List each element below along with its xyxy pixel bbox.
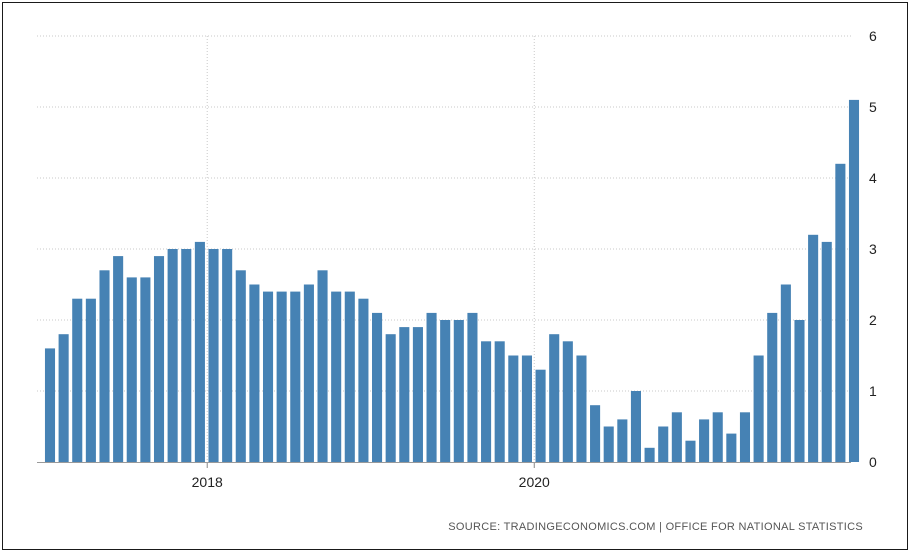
y-axis-labels: 0 1 2 3 4 5 6 bbox=[869, 28, 877, 470]
bar-2019-02[interactable] bbox=[385, 334, 396, 462]
bar-2017-10[interactable] bbox=[167, 249, 178, 462]
bar-2017-05[interactable] bbox=[99, 270, 110, 462]
bar-undefined[interactable] bbox=[848, 99, 860, 463]
y-tick-label: 3 bbox=[869, 241, 877, 257]
bar-2018-07[interactable] bbox=[290, 291, 301, 462]
bar-2017-09[interactable] bbox=[153, 256, 165, 462]
bar-2018-04[interactable] bbox=[249, 284, 260, 463]
bar-2021-04[interactable] bbox=[739, 412, 751, 462]
bar-2017-07[interactable] bbox=[126, 277, 137, 462]
bar-2018-09[interactable] bbox=[317, 270, 328, 462]
bar-2018-06[interactable] bbox=[276, 291, 287, 462]
bar-2019-06[interactable] bbox=[440, 320, 451, 462]
bar-2021-11[interactable] bbox=[835, 163, 846, 463]
bar-2019-07[interactable] bbox=[453, 320, 464, 462]
bar-2020-01[interactable] bbox=[535, 369, 546, 462]
bar-2019-09[interactable] bbox=[481, 341, 492, 462]
bar-2019-03[interactable] bbox=[399, 327, 410, 462]
chart-frame: 0 1 2 3 4 5 6 2018 2020 SOURCE: TRADINGECONOMIC… bbox=[2, 2, 908, 550]
bar-2021-09[interactable] bbox=[808, 234, 819, 462]
bars bbox=[44, 99, 860, 463]
bar-2021-08[interactable] bbox=[794, 320, 805, 462]
bar-2021-03[interactable] bbox=[726, 433, 737, 462]
bar-2021-05[interactable] bbox=[753, 355, 764, 463]
y-tick-label: 6 bbox=[869, 28, 877, 44]
y-tick-label: 2 bbox=[869, 312, 877, 328]
bar-2021-07[interactable] bbox=[780, 284, 791, 463]
bar-2021-02[interactable] bbox=[712, 412, 723, 462]
y-tick-label: 1 bbox=[869, 383, 877, 399]
bar-2017-04[interactable] bbox=[85, 298, 96, 462]
bar-2018-10[interactable] bbox=[331, 291, 342, 462]
bar-2018-08[interactable] bbox=[303, 284, 314, 463]
bar-2020-03[interactable] bbox=[562, 341, 573, 462]
bar-2021-10[interactable] bbox=[821, 241, 832, 462]
y-tick-label: 4 bbox=[869, 170, 877, 186]
bar-2019-05[interactable] bbox=[426, 312, 437, 462]
bar-2020-12[interactable] bbox=[685, 440, 696, 462]
bar-2020-02[interactable] bbox=[549, 334, 560, 462]
bar-2020-11[interactable] bbox=[671, 412, 682, 462]
bar-2017-08[interactable] bbox=[140, 277, 151, 462]
bar-2020-05[interactable] bbox=[590, 405, 601, 462]
bar-2018-05[interactable] bbox=[262, 291, 274, 462]
bar-2020-07[interactable] bbox=[617, 419, 628, 462]
y-tick-label: 5 bbox=[869, 99, 877, 115]
source-caption: SOURCE: TRADINGECONOMICS.COM | OFFICE FO… bbox=[448, 521, 863, 533]
bar-2019-12[interactable] bbox=[521, 355, 532, 463]
bar-2017-03[interactable] bbox=[72, 298, 83, 462]
bar-2019-04[interactable] bbox=[412, 327, 423, 462]
bar-2017-06[interactable] bbox=[113, 256, 124, 462]
bar-2019-10[interactable] bbox=[494, 341, 505, 462]
bar-2017-01[interactable] bbox=[44, 348, 56, 462]
bar-2019-08[interactable] bbox=[467, 312, 478, 462]
bar-2017-12[interactable] bbox=[194, 241, 205, 462]
bar-2018-03[interactable] bbox=[235, 270, 246, 462]
bar-2017-02[interactable] bbox=[58, 334, 69, 462]
bar-2018-02[interactable] bbox=[222, 249, 233, 462]
bar-2021-01[interactable] bbox=[699, 419, 710, 462]
bar-2018-11[interactable] bbox=[344, 291, 355, 462]
bar-2020-04[interactable] bbox=[576, 355, 587, 463]
x-axis-labels: 2018 2020 bbox=[192, 474, 550, 490]
bar-2020-09[interactable] bbox=[644, 447, 655, 462]
y-tick-label: 0 bbox=[869, 454, 877, 470]
bar-2021-06[interactable] bbox=[767, 312, 778, 462]
bar-2020-06[interactable] bbox=[603, 426, 614, 463]
bar-2020-08[interactable] bbox=[630, 391, 641, 462]
bar-2020-10[interactable] bbox=[658, 426, 669, 463]
bar-chart: 0 1 2 3 4 5 6 2018 2020 bbox=[37, 28, 877, 490]
x-tick-label: 2020 bbox=[519, 474, 550, 490]
bar-2019-01[interactable] bbox=[372, 312, 383, 462]
bar-2018-01[interactable] bbox=[208, 249, 219, 462]
bar-2019-11[interactable] bbox=[508, 355, 519, 463]
bar-2018-12[interactable] bbox=[358, 298, 369, 462]
x-tick-label: 2018 bbox=[192, 474, 223, 490]
bar-2017-11[interactable] bbox=[181, 249, 192, 462]
